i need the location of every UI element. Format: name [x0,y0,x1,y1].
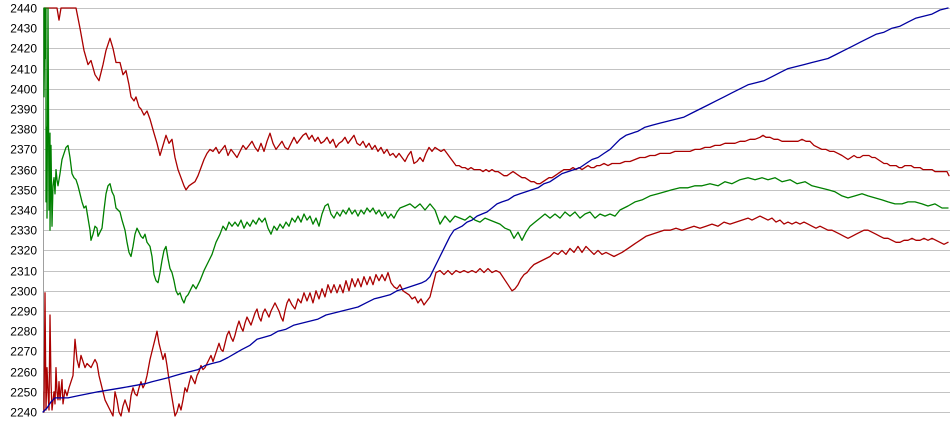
y-axis-label: 2320 [10,244,37,258]
y-axis-label: 2240 [10,406,37,420]
y-axis-label: 2430 [10,22,37,36]
series-lines [42,7,950,417]
y-axis-label: 2280 [10,325,37,339]
series-trend-line [42,7,949,413]
y-axis-label: 2290 [10,305,37,319]
y-axis-label: 2310 [10,265,37,279]
y-axis-label: 2330 [10,224,37,238]
y-axis-label: 2270 [10,345,37,359]
y-axis-label: 2400 [10,83,37,97]
y-axis-label: 2420 [10,42,37,56]
y-axis-label: 2350 [10,184,37,198]
series-lower-band-line [43,215,949,417]
y-axis-label: 2440 [10,2,37,16]
y-axis-label: 2260 [10,366,37,380]
y-axis-label: 2340 [10,204,37,218]
y-axis-label: 2380 [10,123,37,137]
y-axis-label: 2390 [10,103,37,117]
y-axis-labels: 2440 2430 2420 2410 2400 2390 2380 2370 2360 2350… [10,2,37,420]
gridlines [43,8,950,413]
series-middle-line [43,7,949,304]
y-axis-label: 2410 [10,63,37,77]
y-axis-label: 2250 [10,386,37,400]
y-axis-label: 2360 [10,164,37,178]
y-axis-label: 2370 [10,143,37,157]
y-axis-label: 2300 [10,285,37,299]
series-upper-band-line [43,7,950,191]
